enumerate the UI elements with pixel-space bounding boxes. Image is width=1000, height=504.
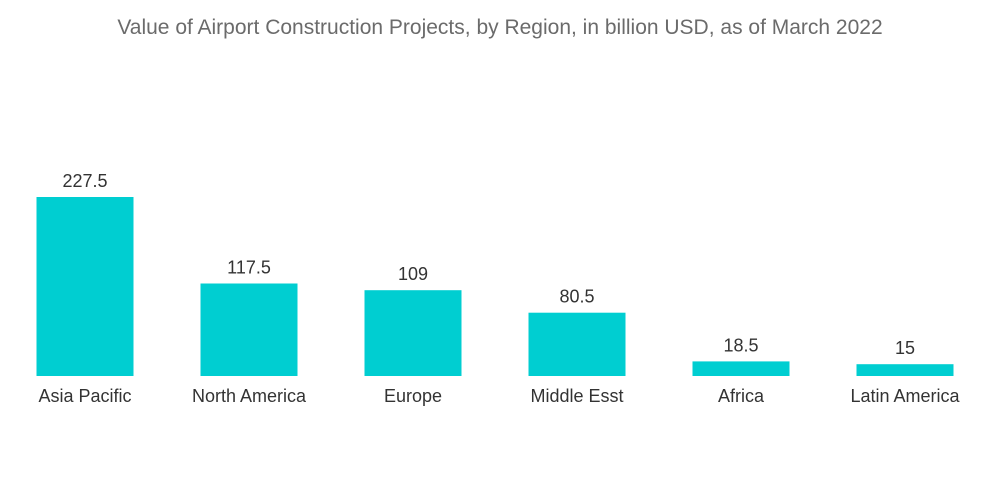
value-label-asia-pacific: 227.5 (62, 171, 107, 191)
value-label-middle-esst: 80.5 (559, 287, 594, 307)
category-label-europe: Europe (384, 386, 442, 406)
category-label-middle-esst: Middle Esst (530, 386, 623, 406)
bar-middle-esst (528, 312, 626, 376)
value-label-europe: 109 (398, 264, 428, 284)
bar-latin-america (856, 364, 954, 376)
category-labels-layer: Asia Pacific North America Europe Middle Es… (38, 386, 960, 406)
category-label-north-america: North America (192, 386, 307, 406)
value-label-africa: 18.5 (723, 335, 758, 355)
category-label-asia-pacific: Asia Pacific (38, 386, 131, 406)
bar-europe (364, 290, 462, 376)
value-label-latin-america: 15 (895, 338, 915, 358)
category-label-latin-america: Latin America (850, 386, 960, 406)
bars-layer (36, 197, 954, 376)
value-label-north-america: 117.5 (227, 258, 271, 278)
category-label-africa: Africa (718, 386, 765, 406)
value-labels-layer: 227.5 117.5 109 80.5 18.5 15 (62, 171, 915, 358)
chart-title: Value of Airport Construction Projects, … (117, 16, 883, 39)
bar-north-america (200, 283, 298, 376)
bar-africa (692, 361, 790, 376)
bar-asia-pacific (36, 197, 134, 376)
